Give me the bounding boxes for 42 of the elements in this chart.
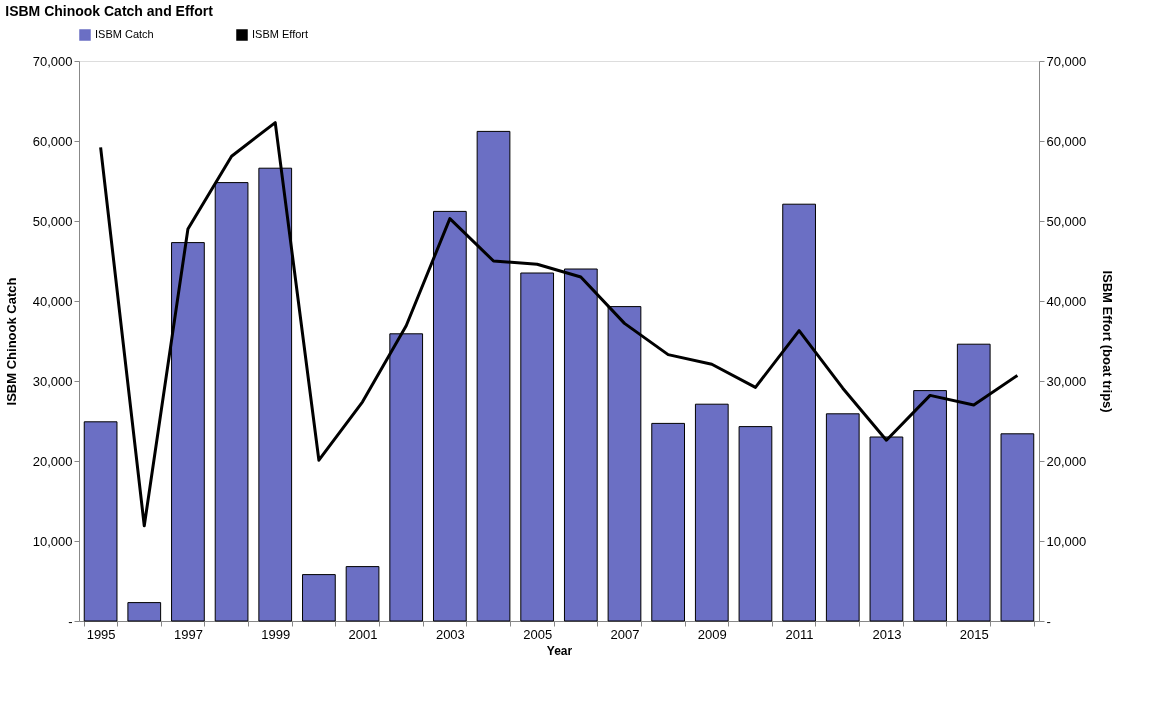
x-axis-title: Year — [546, 643, 573, 658]
bar — [651, 422, 686, 622]
y-tick-label: 10,000 — [32, 533, 73, 549]
y-tick-label: 20,000 — [32, 453, 73, 469]
x-tick-label: 2015 — [959, 626, 989, 642]
y2-tick-label: 30,000 — [1046, 373, 1087, 389]
y-tick-label: - — [68, 613, 73, 629]
bar — [694, 403, 729, 622]
y-tick-label: 70,000 — [32, 53, 73, 69]
y2-tick-label: 10,000 — [1046, 533, 1087, 549]
y-tick-label: 30,000 — [32, 373, 73, 389]
x-tick-label: 2001 — [348, 626, 378, 642]
legend-label: ISBM Effort — [252, 28, 309, 40]
x-tick-label: 2009 — [697, 626, 727, 642]
legend-label: ISBM Catch — [95, 28, 154, 40]
x-tick-label: 2011 — [785, 626, 814, 642]
y-tick-label: 60,000 — [32, 133, 73, 149]
bar — [738, 426, 773, 622]
y2-tick-label: 50,000 — [1046, 213, 1087, 229]
bar — [825, 413, 860, 622]
bar — [302, 574, 336, 622]
y2-tick-label: 40,000 — [1046, 293, 1087, 309]
y2-tick-label: 70,000 — [1046, 53, 1087, 69]
x-tick-label: 2005 — [523, 626, 553, 642]
x-tick-label: 2007 — [610, 626, 640, 642]
x-tick-label: 2003 — [435, 626, 465, 642]
bar — [1000, 433, 1035, 622]
bar — [345, 566, 380, 622]
x-tick-label: 2013 — [872, 626, 902, 642]
y2-tick-label: 20,000 — [1046, 453, 1087, 469]
chart-title: ISBM Chinook Catch and Effort — [5, 3, 214, 19]
y2-axis-title: ISBM Effort (boat trips) — [1100, 270, 1116, 413]
y2-tick-label: - — [1046, 613, 1051, 629]
x-tick-label: 1997 — [173, 626, 203, 642]
y-axis-title: ISBM Chinook Catch — [3, 277, 19, 406]
x-tick-label: 1995 — [86, 626, 116, 642]
x-tick-label: 1999 — [261, 626, 291, 642]
y-tick-label: 40,000 — [32, 293, 73, 309]
y-tick-label: 50,000 — [32, 213, 73, 229]
bar — [83, 421, 118, 622]
bar — [127, 602, 162, 622]
y2-tick-label: 60,000 — [1046, 133, 1087, 149]
